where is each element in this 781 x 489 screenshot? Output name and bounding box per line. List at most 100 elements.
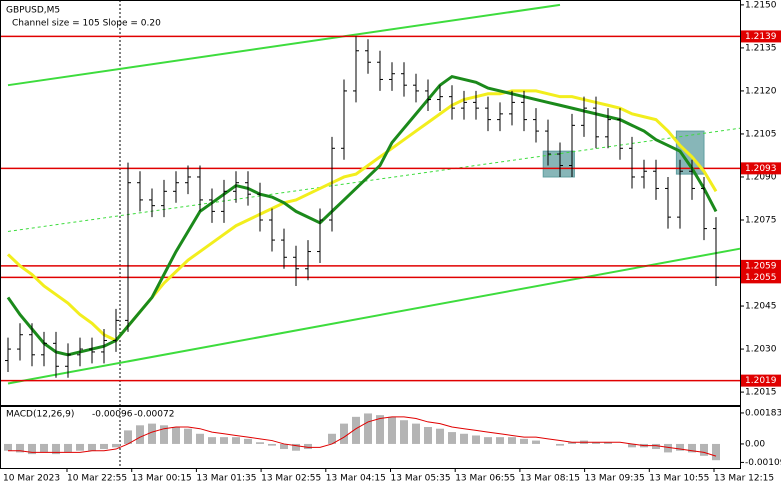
macd-y-tick-label: 0.00183 xyxy=(745,408,781,418)
level-label-box xyxy=(741,259,781,272)
macd-name: MACD(12,26,9) xyxy=(6,410,74,420)
symbol-title: GBPUSD,M5 xyxy=(6,6,60,16)
macd-signal xyxy=(8,416,717,457)
x-tick-label: 13 Mar 05:35 xyxy=(391,474,451,484)
macd-bar xyxy=(172,427,180,444)
macd-bar xyxy=(556,443,564,446)
level-label-box xyxy=(741,30,781,43)
macd-bar xyxy=(40,443,48,453)
macd-bar xyxy=(268,443,276,446)
macd-bar xyxy=(604,442,612,444)
macd-bar xyxy=(76,443,84,451)
macd-bar xyxy=(256,442,264,444)
level-label: 1.2093 xyxy=(745,164,777,174)
macd-bar xyxy=(364,413,372,444)
macd-bar xyxy=(436,428,444,444)
macd-bar xyxy=(208,437,216,444)
macd-bar xyxy=(664,443,672,453)
macd-bar xyxy=(508,437,516,444)
macd-bar xyxy=(244,438,252,444)
macd-bar xyxy=(16,443,24,453)
macd-y-tick-label: -0.00109 xyxy=(745,458,781,468)
x-tick-label: 13 Mar 02:55 xyxy=(261,474,321,484)
macd-bar xyxy=(28,443,36,455)
macd-bar xyxy=(400,420,408,444)
macd-bar xyxy=(220,437,228,444)
macd-bar xyxy=(112,443,120,448)
macd-bar xyxy=(184,428,192,444)
macd-bar xyxy=(160,425,168,444)
macd-bar xyxy=(376,415,384,444)
level-label-box xyxy=(741,162,781,175)
x-tick-label: 13 Mar 09:35 xyxy=(585,474,645,484)
macd-bar xyxy=(412,423,420,444)
y-tick-label: 1.2030 xyxy=(745,345,777,355)
macd-bar xyxy=(340,423,348,444)
x-tick-label: 13 Mar 06:55 xyxy=(455,474,515,484)
x-tick-label: 13 Mar 10:55 xyxy=(649,474,709,484)
level-label: 1.2139 xyxy=(745,32,777,42)
y-tick-label: 1.2135 xyxy=(745,43,777,53)
macd-bar xyxy=(100,443,108,450)
x-tick-label: 13 Mar 01:35 xyxy=(196,474,256,484)
x-tick-label: 13 Mar 08:15 xyxy=(520,474,580,484)
y-tick-label: 1.2150 xyxy=(745,0,777,10)
macd-signal-value: -0.00072 xyxy=(134,410,174,420)
macd-bar xyxy=(592,442,600,444)
level-label: 1.2055 xyxy=(745,273,777,283)
macd-y-tick-label: 0.00 xyxy=(745,439,765,449)
macd-bar xyxy=(484,437,492,444)
macd-bar xyxy=(4,443,12,451)
trendline xyxy=(7,247,741,385)
channel-info: Channel size = 105 Slope = 0.20 xyxy=(12,19,161,29)
macd-bar xyxy=(292,443,300,451)
macd-bar xyxy=(280,443,288,450)
macd-bar xyxy=(148,423,156,444)
y-tick-label: 1.2090 xyxy=(745,172,777,182)
macd-bar xyxy=(532,440,540,444)
macd-bar xyxy=(460,433,468,444)
level-label-box xyxy=(741,374,781,387)
macd-bar xyxy=(688,443,696,453)
macd-bar xyxy=(64,443,72,453)
macd-bar xyxy=(568,442,576,444)
trendline xyxy=(7,3,561,87)
x-tick-label: 10 Mar 22:55 xyxy=(67,474,127,484)
level-label: 1.2059 xyxy=(745,261,777,271)
macd-bar xyxy=(676,443,684,451)
level-label-box xyxy=(741,271,781,284)
macd-bar xyxy=(136,425,144,444)
x-tick-label: 13 Mar 00:15 xyxy=(132,474,192,484)
macd-bar xyxy=(52,443,60,455)
macd-frame xyxy=(0,406,741,469)
macd-bar xyxy=(628,443,636,448)
macd-bar xyxy=(232,437,240,444)
macd-bar xyxy=(388,416,396,444)
y-tick-label: 1.2045 xyxy=(745,302,777,312)
macd-bar xyxy=(328,433,336,444)
y-tick-label: 1.2105 xyxy=(745,129,777,139)
macd-bar xyxy=(196,433,204,444)
macd-bar xyxy=(712,443,720,461)
x-tick-label: 13 Mar 04:15 xyxy=(326,474,386,484)
macd-bar xyxy=(304,443,312,450)
x-tick-label: 10 Mar 2023 xyxy=(3,474,60,484)
macd-histogram-value: -0.00096 xyxy=(92,410,133,420)
macd-bar xyxy=(700,443,708,456)
macd-bar xyxy=(124,430,132,444)
y-tick-label: 1.2015 xyxy=(745,388,777,398)
macd-bar xyxy=(88,443,96,451)
macd-bar xyxy=(352,416,360,444)
y-tick-label: 1.2075 xyxy=(745,215,777,225)
x-tick-label: 13 Mar 12:15 xyxy=(714,474,774,484)
macd-bar xyxy=(424,427,432,444)
main-frame xyxy=(0,0,741,406)
macd-bar xyxy=(652,443,660,450)
moving-average xyxy=(6,74,718,357)
macd-bar xyxy=(472,435,480,444)
level-label: 1.2019 xyxy=(745,376,777,386)
macd-bar xyxy=(520,438,528,444)
macd-bar xyxy=(448,432,456,444)
